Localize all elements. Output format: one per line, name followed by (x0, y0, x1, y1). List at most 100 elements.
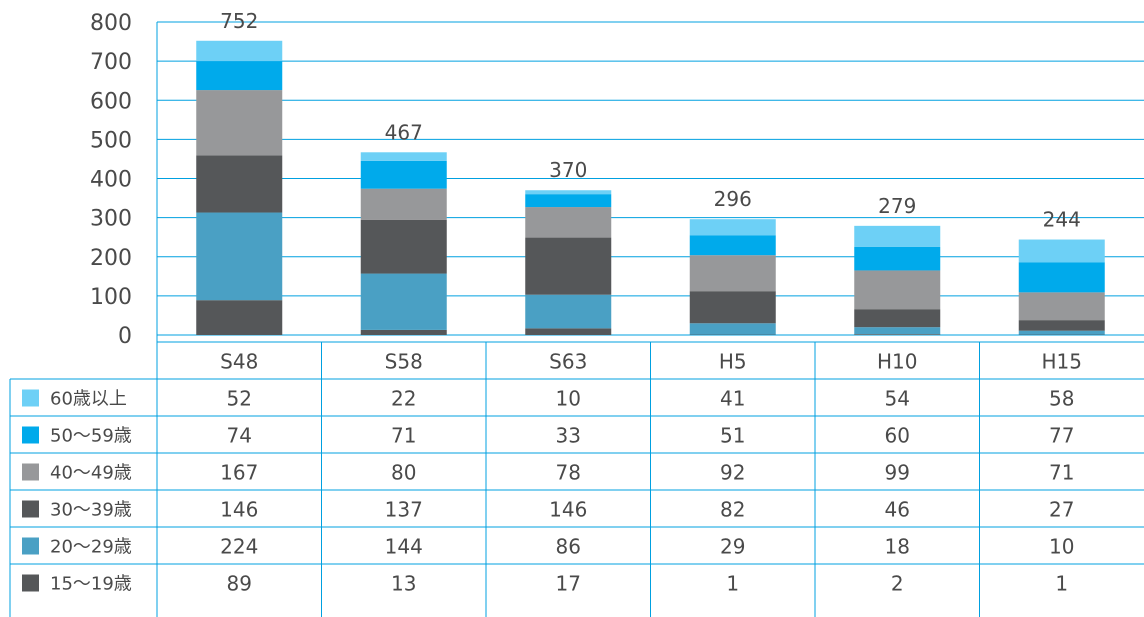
total-label-S63: 370 (549, 158, 587, 182)
bar-segment-S63-0 (525, 328, 612, 335)
table-cell-value: 10 (556, 387, 581, 411)
bar-segment-S58-4 (360, 160, 447, 189)
table-cell-value: 33 (556, 424, 581, 448)
table-cell-value: 74 (227, 424, 252, 448)
y-tick-label: 0 (118, 324, 132, 349)
x-category-label: H5 (719, 350, 747, 374)
x-category-label: H10 (877, 350, 918, 374)
table-cell-value: 146 (220, 498, 258, 522)
table-cell-value: 18 (885, 535, 910, 559)
table-cell-value: 77 (1049, 424, 1074, 448)
table-cell-value: 41 (720, 387, 745, 411)
bar-segment-S63-1 (525, 294, 612, 329)
table-cell-value: 46 (885, 498, 910, 522)
bar-segment-S48-5 (196, 40, 283, 62)
bar-segment-H15-1 (1018, 330, 1105, 335)
total-label-H15: 244 (1043, 208, 1081, 232)
table-cell-value: 224 (220, 535, 258, 559)
legend-label: 60歳以上 (50, 389, 127, 410)
bar-segment-S48-1 (196, 212, 283, 301)
table-cell-value: 144 (385, 535, 423, 559)
x-category-label: H15 (1042, 350, 1083, 374)
y-tick-label: 800 (90, 11, 132, 36)
table-cell-value: 71 (391, 424, 416, 448)
bar-segment-H5-5 (689, 219, 776, 236)
table-cell-value: 1 (1055, 572, 1068, 596)
table-cell-value: 82 (720, 498, 745, 522)
bar-segment-S58-1 (360, 273, 447, 330)
table-cell-value: 146 (549, 498, 587, 522)
x-category-label: S63 (549, 350, 587, 374)
bar-segment-S48-2 (196, 155, 283, 213)
x-category-label: S48 (220, 350, 258, 374)
table-cell-value: 52 (227, 387, 252, 411)
table-cell-value: 29 (720, 535, 745, 559)
total-label-H10: 279 (878, 194, 916, 218)
bar-segment-S48-3 (196, 90, 283, 156)
table-cell-value: 2 (891, 572, 904, 596)
bar-segment-H15-4 (1018, 262, 1105, 293)
legend-swatch-4 (22, 537, 39, 555)
y-tick-label: 700 (90, 50, 132, 75)
x-category-label: S58 (385, 350, 423, 374)
legend-swatch-2 (22, 463, 39, 481)
table-cell-value: 51 (720, 424, 745, 448)
legend-label: 15〜19歳 (50, 574, 132, 595)
table-cell-value: 27 (1049, 498, 1074, 522)
y-tick-label: 500 (90, 128, 132, 153)
bar-segment-S63-3 (525, 207, 612, 238)
bar-segment-H10-4 (854, 246, 941, 271)
y-tick-label: 100 (90, 285, 132, 310)
legend-label: 20〜29歳 (50, 537, 132, 558)
table-cell-value: 78 (556, 461, 581, 485)
bar-segment-S58-0 (360, 329, 447, 335)
table-cell-value: 71 (1049, 461, 1074, 485)
bar-segment-H10-1 (854, 327, 941, 335)
y-tick-label: 600 (90, 89, 132, 114)
y-tick-label: 400 (90, 168, 132, 193)
legend-label: 40〜49歳 (50, 463, 132, 484)
table-cell-value: 1 (726, 572, 739, 596)
legend-swatch-1 (22, 426, 39, 444)
legend-swatch-3 (22, 500, 39, 518)
bar-segment-S63-4 (525, 194, 612, 208)
bar-segment-S63-5 (525, 190, 612, 195)
y-tick-label: 200 (90, 246, 132, 271)
legend-swatch-5 (22, 574, 39, 592)
y-tick-label: 300 (90, 207, 132, 232)
total-label-S58: 467 (385, 120, 423, 144)
table-cell-value: 58 (1049, 387, 1074, 411)
bar-segment-S63-2 (525, 237, 612, 295)
bar-segment-S58-2 (360, 219, 447, 274)
bar-segment-S58-5 (360, 152, 447, 161)
total-label-S48: 752 (220, 9, 258, 33)
table-cell-value: 10 (1049, 535, 1074, 559)
table-cell-value: 54 (885, 387, 910, 411)
table-cell-value: 92 (720, 461, 745, 485)
legend-label: 50〜59歳 (50, 426, 132, 447)
table-cell-value: 80 (391, 461, 416, 485)
bar-segment-H10-0 (854, 334, 941, 335)
table-cell-value: 167 (220, 461, 258, 485)
table-cell-value: 13 (391, 572, 416, 596)
total-label-H5: 296 (714, 187, 752, 211)
bar-segment-H10-3 (854, 270, 941, 310)
bar-segment-H10-5 (854, 225, 941, 247)
bar-segment-S48-0 (196, 300, 283, 335)
bar-segment-H15-3 (1018, 292, 1105, 321)
legend-label: 30〜39歳 (50, 500, 132, 521)
bar-segment-H5-3 (689, 255, 776, 292)
bar-segment-H5-2 (689, 291, 776, 324)
table-cell-value: 99 (885, 461, 910, 485)
table-cell-value: 22 (391, 387, 416, 411)
bar-segment-H15-5 (1018, 239, 1105, 263)
bar-segment-S58-3 (360, 188, 447, 220)
table-cell-value: 60 (885, 424, 910, 448)
legend-swatch-0 (22, 389, 39, 407)
table-cell-value: 89 (227, 572, 252, 596)
table-cell-value: 17 (556, 572, 581, 596)
bar-segment-H5-4 (689, 235, 776, 256)
table-cell-value: 86 (556, 535, 581, 559)
